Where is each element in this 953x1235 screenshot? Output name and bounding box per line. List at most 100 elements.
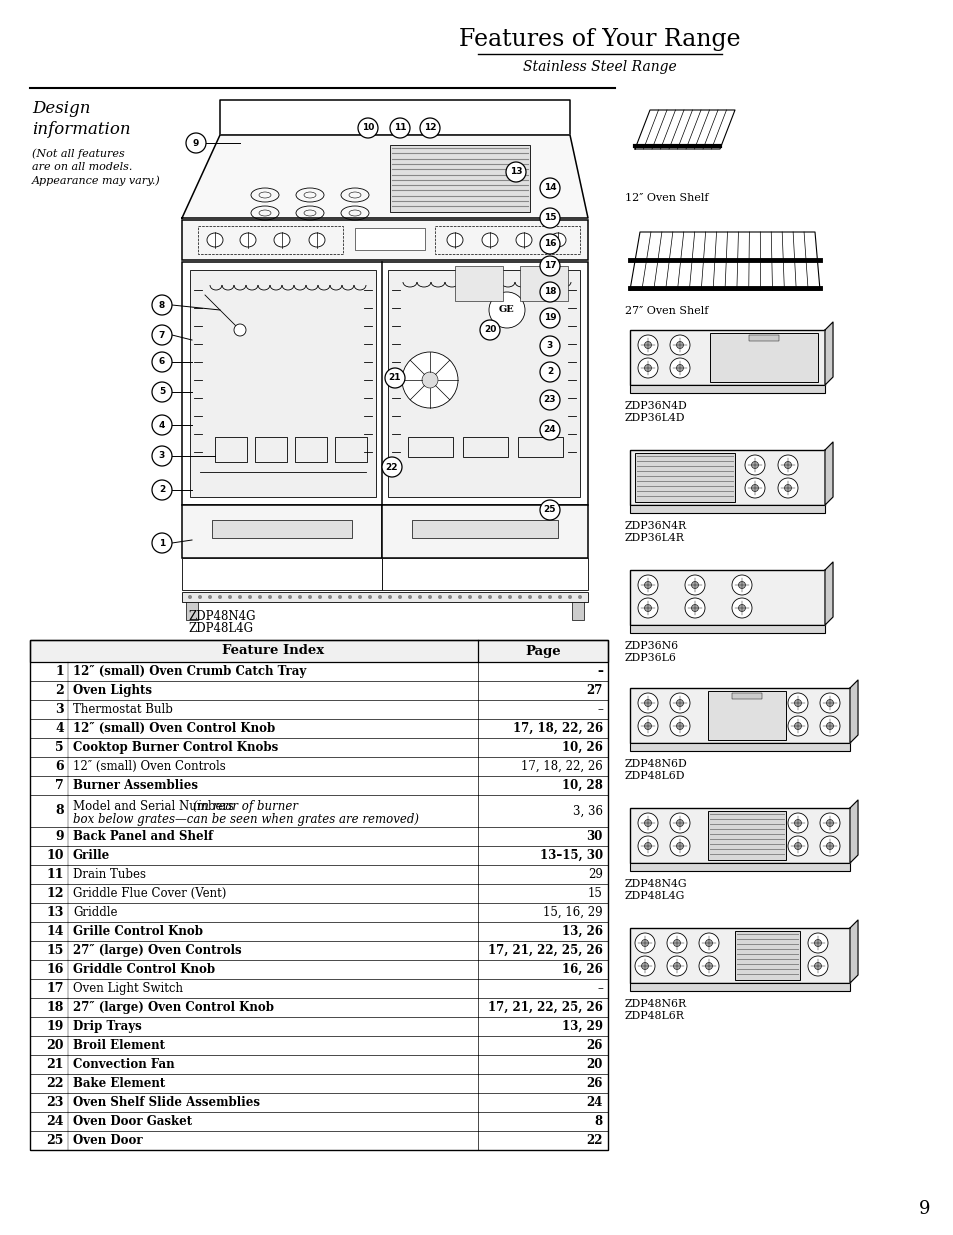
Text: Grille: Grille <box>73 848 111 862</box>
Circle shape <box>233 324 246 336</box>
Circle shape <box>794 842 801 850</box>
Bar <box>30 1131 607 1150</box>
Circle shape <box>684 598 704 618</box>
Text: 14: 14 <box>543 184 556 193</box>
Bar <box>30 1016 607 1036</box>
Circle shape <box>152 446 172 466</box>
Bar <box>629 385 824 393</box>
Text: 5: 5 <box>55 741 64 755</box>
Circle shape <box>348 595 352 599</box>
Text: Page: Page <box>525 645 560 657</box>
Circle shape <box>744 454 764 475</box>
Text: 12: 12 <box>423 124 436 132</box>
Bar <box>30 662 607 680</box>
Bar <box>629 863 849 871</box>
Circle shape <box>825 842 833 850</box>
Circle shape <box>794 722 801 730</box>
Circle shape <box>448 595 452 599</box>
Bar <box>30 640 607 1150</box>
Text: 7: 7 <box>158 331 165 340</box>
Bar <box>435 226 579 254</box>
Circle shape <box>368 595 372 599</box>
Bar <box>30 1074 607 1093</box>
Text: 27: 27 <box>586 684 602 697</box>
Bar <box>182 558 381 590</box>
Circle shape <box>428 595 432 599</box>
Circle shape <box>676 820 682 826</box>
Bar <box>30 719 607 739</box>
Polygon shape <box>824 442 832 505</box>
Bar <box>212 520 352 538</box>
Circle shape <box>417 595 421 599</box>
Circle shape <box>578 595 581 599</box>
Text: 20: 20 <box>586 1058 602 1071</box>
Circle shape <box>152 325 172 345</box>
Text: Feature Index: Feature Index <box>222 645 324 657</box>
Circle shape <box>539 178 559 198</box>
Circle shape <box>640 940 648 946</box>
Text: 27″ (large) Oven Controls: 27″ (large) Oven Controls <box>73 944 241 957</box>
Text: 2: 2 <box>55 684 64 697</box>
Circle shape <box>337 595 341 599</box>
Circle shape <box>152 415 172 435</box>
Circle shape <box>288 595 292 599</box>
Circle shape <box>488 595 492 599</box>
Circle shape <box>787 716 807 736</box>
Circle shape <box>539 500 559 520</box>
Ellipse shape <box>309 233 325 247</box>
Circle shape <box>669 693 689 713</box>
Circle shape <box>507 595 512 599</box>
Circle shape <box>419 119 439 138</box>
Bar <box>748 335 779 341</box>
Bar <box>455 266 502 301</box>
Polygon shape <box>849 680 857 743</box>
Bar <box>30 864 607 884</box>
Circle shape <box>401 352 457 408</box>
Bar <box>635 453 734 501</box>
Circle shape <box>807 932 827 953</box>
Circle shape <box>539 282 559 303</box>
Text: 8: 8 <box>55 804 64 818</box>
Bar <box>198 226 343 254</box>
Text: 25: 25 <box>47 1134 64 1147</box>
Text: 21: 21 <box>47 1058 64 1071</box>
Circle shape <box>635 956 655 976</box>
Ellipse shape <box>240 233 255 247</box>
Text: ZDP48N4G
ZDP48L4G: ZDP48N4G ZDP48L4G <box>624 879 687 900</box>
Text: 12: 12 <box>47 887 64 900</box>
Circle shape <box>676 699 682 706</box>
Circle shape <box>537 595 541 599</box>
Text: 22: 22 <box>586 1134 602 1147</box>
Bar <box>214 437 247 462</box>
Circle shape <box>644 842 651 850</box>
Circle shape <box>825 820 833 826</box>
Bar <box>629 688 849 743</box>
Bar <box>182 220 587 261</box>
Circle shape <box>751 484 758 492</box>
Text: 29: 29 <box>587 868 602 881</box>
Text: 16: 16 <box>543 240 556 248</box>
Circle shape <box>787 693 807 713</box>
Text: Back Panel and Shelf: Back Panel and Shelf <box>73 830 213 844</box>
Text: Convection Fan: Convection Fan <box>73 1058 174 1071</box>
Circle shape <box>539 308 559 329</box>
Circle shape <box>814 962 821 969</box>
Bar <box>30 739 607 757</box>
Bar <box>30 680 607 700</box>
Bar <box>30 846 607 864</box>
Circle shape <box>517 595 521 599</box>
Text: 19: 19 <box>47 1020 64 1032</box>
Circle shape <box>638 693 658 713</box>
Circle shape <box>152 534 172 553</box>
Circle shape <box>644 604 651 611</box>
Text: 13: 13 <box>509 168 521 177</box>
Circle shape <box>208 595 212 599</box>
Text: Drain Tubes: Drain Tubes <box>73 868 146 881</box>
Circle shape <box>308 595 312 599</box>
Circle shape <box>357 595 361 599</box>
Text: 9: 9 <box>55 830 64 844</box>
Circle shape <box>567 595 572 599</box>
Text: 6: 6 <box>159 357 165 367</box>
Circle shape <box>186 133 206 153</box>
Circle shape <box>477 595 481 599</box>
